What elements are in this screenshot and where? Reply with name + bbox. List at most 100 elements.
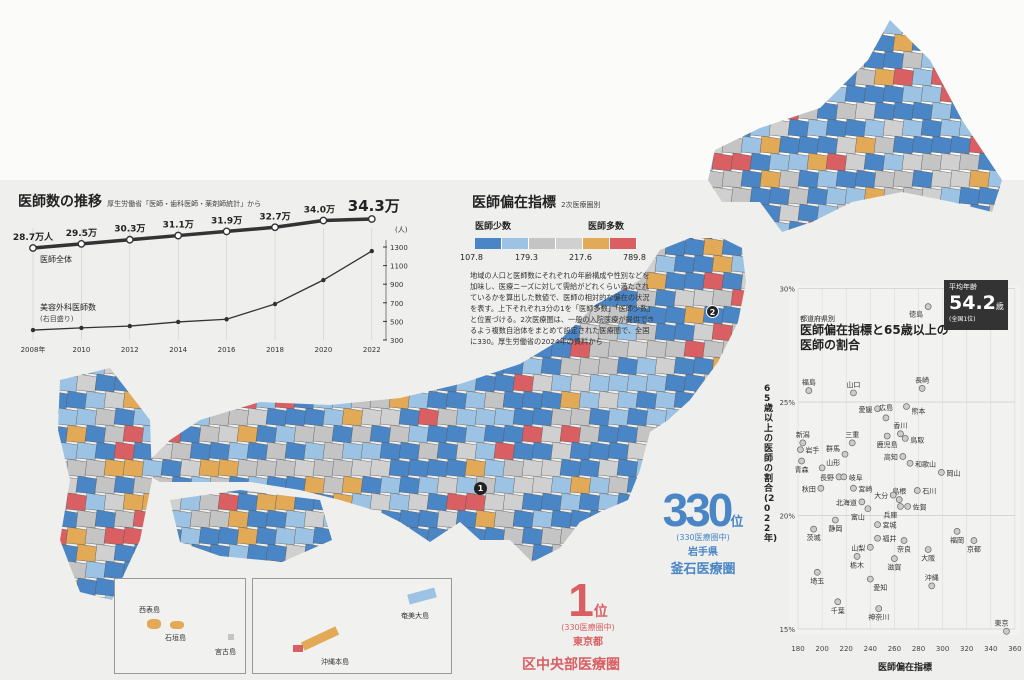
point-label: 福島: [802, 378, 816, 387]
map-region: [797, 169, 820, 189]
point-label: 沖縄: [925, 573, 939, 582]
rank-bottom-suffix: 位: [730, 515, 744, 530]
label-miyako: 宮古島: [215, 648, 236, 656]
map-region: [303, 475, 326, 495]
map-region: [493, 509, 516, 529]
map-region: [531, 475, 554, 495]
map-region: [645, 305, 668, 325]
point-label: 長崎: [915, 375, 929, 384]
map-region: [75, 509, 98, 529]
point-label: 千葉: [831, 606, 845, 615]
legend-swatch: [610, 238, 637, 249]
map-region: [968, 169, 991, 189]
right-y-tick-label: 900: [390, 281, 403, 289]
map-region: [949, 135, 972, 155]
map-region: [835, 101, 858, 121]
map-region: [569, 407, 592, 427]
map-region: [94, 407, 117, 427]
data-point: [79, 325, 84, 331]
map-region: [588, 339, 611, 359]
data-label: 29.5万: [66, 228, 97, 239]
point-label: 京都: [967, 544, 981, 553]
map-region: [512, 509, 535, 529]
map-region: [341, 475, 364, 495]
legend-color-bar: [475, 238, 637, 249]
label-ishigaki: 石垣島: [165, 634, 186, 642]
map-region: [113, 407, 136, 427]
legend-break: 217.6: [569, 253, 592, 262]
map-region: [94, 373, 117, 393]
label-amami: 奄美大島: [401, 612, 429, 620]
map-note: 地域の人口と医師数にそれぞれの年齢構成や性別などを加味し、医療ニーズに対して需給…: [470, 271, 655, 346]
data-point: [174, 231, 183, 240]
x-tick-label: 260: [888, 645, 901, 653]
map-region: [493, 407, 516, 427]
data-point: [30, 327, 36, 333]
scatter-point: [850, 389, 857, 397]
scatter-point: [889, 491, 897, 499]
scatter-point: [1003, 627, 1010, 635]
point-label: 山形: [826, 458, 840, 467]
scatter-point: [858, 498, 866, 506]
right-y-tick-label: 500: [390, 318, 403, 326]
map-region: [702, 271, 725, 291]
x-tick-label: 2016: [218, 346, 236, 354]
map-region: [227, 407, 250, 427]
map-region: [246, 441, 269, 461]
map-region: [778, 135, 801, 155]
map-region: [626, 339, 649, 359]
map-region: [360, 475, 383, 495]
map-region: [531, 441, 554, 461]
map-region: [645, 339, 668, 359]
point-label: 岡山: [946, 468, 960, 477]
map-region: [94, 543, 117, 563]
scatter-point: [874, 534, 881, 542]
scatter-point: [904, 503, 912, 510]
age-badge: 平均年齢 54.2歳 (全国1位): [944, 280, 1008, 330]
point-label: 長野: [820, 474, 834, 482]
island-shape: [293, 645, 303, 652]
scatter-point: [866, 543, 874, 551]
legend-break: 179.3: [515, 253, 538, 262]
map-region: [607, 339, 630, 359]
x-tick-label: 340: [984, 645, 997, 653]
x-tick-label: 2018: [266, 346, 284, 354]
data-point: [369, 248, 374, 254]
map-region: [265, 407, 288, 427]
scatter-point: [882, 414, 890, 422]
legend-few-label: 医師少数: [475, 222, 512, 232]
scatter-point: [897, 430, 904, 438]
map-region: [911, 169, 934, 189]
rank-top-callout: 1位 (330医療圏中) 東京都: [548, 577, 628, 648]
rank-top-of: (330医療圏中): [561, 623, 615, 632]
map-region: [322, 475, 345, 495]
scatter-point: [938, 469, 945, 476]
map-region: [816, 135, 839, 155]
scatter-point: [906, 459, 914, 467]
map-region: [645, 373, 668, 393]
data-label: 28.7万人: [13, 231, 54, 243]
map-region: [854, 169, 877, 189]
data-point: [272, 301, 278, 307]
rank-top-suffix: 位: [593, 604, 608, 620]
map-region: [892, 169, 915, 189]
point-label: 福井: [883, 534, 897, 543]
scatter-point: [817, 484, 825, 492]
map-region: [455, 407, 478, 427]
map-region: [417, 475, 440, 495]
map-region: [284, 407, 307, 427]
map-region: [588, 475, 611, 495]
map-region: [664, 339, 687, 359]
rank-bottom-area: 釜石医療圏: [670, 562, 736, 577]
map-region: [626, 407, 649, 427]
legend-swatch: [502, 238, 529, 249]
point-label: 東京: [994, 618, 1008, 627]
map-region: [607, 441, 630, 461]
data-label: 34.3万: [348, 197, 400, 215]
data-point: [321, 277, 326, 283]
series-label: 美容外科医師数: [40, 302, 96, 312]
map-region: [227, 441, 250, 461]
map-region: [569, 373, 592, 393]
map-region: [854, 67, 877, 87]
map-region: [474, 509, 497, 529]
